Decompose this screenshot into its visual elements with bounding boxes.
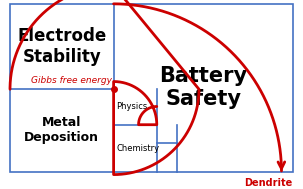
Text: Chemistry: Chemistry — [116, 144, 160, 153]
Text: Physics: Physics — [116, 102, 148, 112]
Text: Dendrite: Dendrite — [244, 178, 292, 188]
Text: Metal
Deposition: Metal Deposition — [24, 116, 99, 144]
Text: Gibbs free energy: Gibbs free energy — [31, 76, 112, 85]
Text: Electrode
Stability: Electrode Stability — [17, 27, 106, 66]
Text: Battery
Safety: Battery Safety — [159, 66, 247, 109]
